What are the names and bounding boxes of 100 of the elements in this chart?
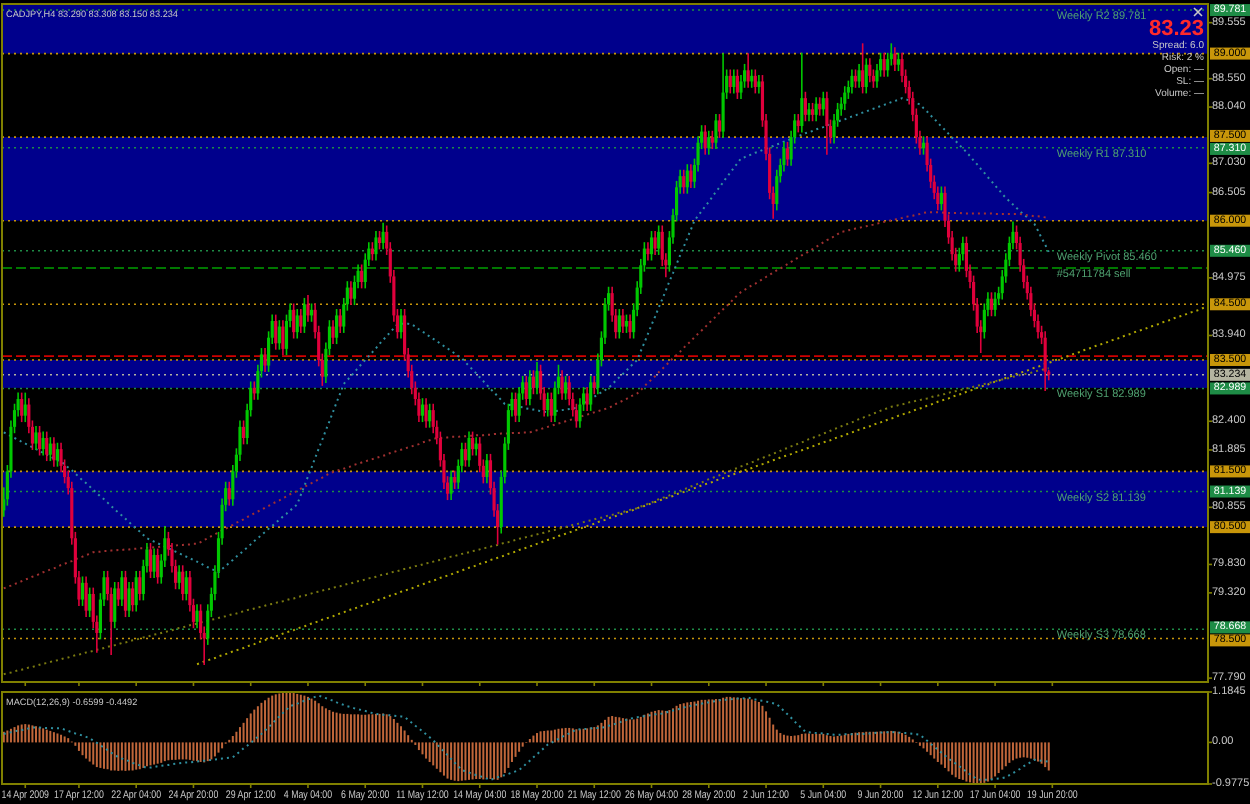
candlestick <box>746 53 750 88</box>
candlestick <box>374 231 378 261</box>
candlestick <box>685 164 689 194</box>
line-series <box>196 306 1208 666</box>
candlestick <box>138 570 142 601</box>
candlestick <box>531 370 535 395</box>
candlestick <box>20 392 24 423</box>
candlestick <box>420 398 425 423</box>
candlestick <box>803 91 807 122</box>
candlestick <box>263 348 267 372</box>
candlestick <box>127 582 131 618</box>
candlestick <box>338 309 342 333</box>
candlestick <box>463 442 468 467</box>
candlestick <box>349 281 353 306</box>
candlestick <box>449 470 453 501</box>
candlestick <box>292 303 296 339</box>
candlestick <box>989 292 994 317</box>
candlestick <box>785 141 790 166</box>
candlestick <box>560 370 564 400</box>
candlestick <box>184 570 188 601</box>
candlestick <box>274 314 278 350</box>
candlestick <box>621 309 625 333</box>
candlestick <box>861 43 865 94</box>
candlestick <box>649 231 654 261</box>
candlestick <box>55 442 60 467</box>
candlestick <box>134 570 138 612</box>
candlestick <box>424 398 428 428</box>
candlestick <box>703 125 707 155</box>
candlestick <box>893 47 897 72</box>
candlestick <box>485 453 489 484</box>
candlestick <box>800 52 804 133</box>
candlestick <box>535 361 539 395</box>
candlestick <box>646 242 650 261</box>
candlestick <box>850 69 854 94</box>
candlestick <box>857 63 861 88</box>
candlestick <box>41 431 45 456</box>
candlestick <box>399 309 403 339</box>
candlestick <box>45 431 49 462</box>
candlestick <box>1043 331 1047 391</box>
candlestick <box>821 91 825 116</box>
candlestick <box>707 130 711 155</box>
candlestick <box>617 309 621 339</box>
candlestick <box>528 370 532 406</box>
candlestick <box>549 392 553 423</box>
candlestick <box>299 309 303 333</box>
candlestick <box>513 392 518 423</box>
candlestick <box>864 58 868 94</box>
candlestick <box>113 582 117 629</box>
candlestick <box>331 320 335 345</box>
candlestick <box>735 69 739 99</box>
candlestick <box>657 225 661 255</box>
line-series <box>2 694 1050 781</box>
candlestick <box>721 53 725 138</box>
candlestick <box>524 375 528 406</box>
candlestick <box>241 420 246 445</box>
candlestick <box>131 582 135 612</box>
candlestick <box>993 292 997 317</box>
candlestick <box>732 69 736 94</box>
candlestick <box>717 114 722 138</box>
candlestick <box>302 297 306 333</box>
candlestick <box>689 164 693 189</box>
candlestick <box>195 604 199 629</box>
candlestick <box>177 565 181 590</box>
candlestick <box>227 481 231 506</box>
candlestick <box>123 570 128 618</box>
candlestick <box>585 387 589 411</box>
candlestick <box>295 309 299 339</box>
candlestick <box>335 309 339 345</box>
candlestick <box>181 565 185 601</box>
candlestick <box>467 431 471 467</box>
candlestick <box>825 91 829 155</box>
candlestick <box>88 587 92 618</box>
candlestick <box>868 58 872 83</box>
candlestick <box>116 582 120 606</box>
candlestick <box>84 576 88 618</box>
candlestick <box>753 69 757 94</box>
candlestick <box>277 320 281 350</box>
candlestick <box>882 52 886 77</box>
candlestick <box>381 222 385 250</box>
candlestick <box>360 264 364 289</box>
candlestick <box>23 392 27 423</box>
annotation: 83.23 <box>1148 17 1204 41</box>
candlestick <box>546 392 550 417</box>
candlestick <box>628 314 632 339</box>
candlestick <box>152 548 156 579</box>
candlestick <box>714 114 718 150</box>
candlestick <box>148 543 153 579</box>
candlestick <box>120 570 124 606</box>
candlestick <box>843 86 847 111</box>
candlestick <box>156 548 160 584</box>
candlestick <box>52 437 56 467</box>
candlestick <box>48 437 52 462</box>
candlestick <box>728 69 732 94</box>
candlestick <box>428 403 432 428</box>
candlestick <box>34 426 38 450</box>
candlestick <box>306 295 310 322</box>
candlestick <box>682 169 686 194</box>
candlestick <box>653 231 657 255</box>
candlestick <box>564 375 568 400</box>
candlestick <box>589 375 593 411</box>
